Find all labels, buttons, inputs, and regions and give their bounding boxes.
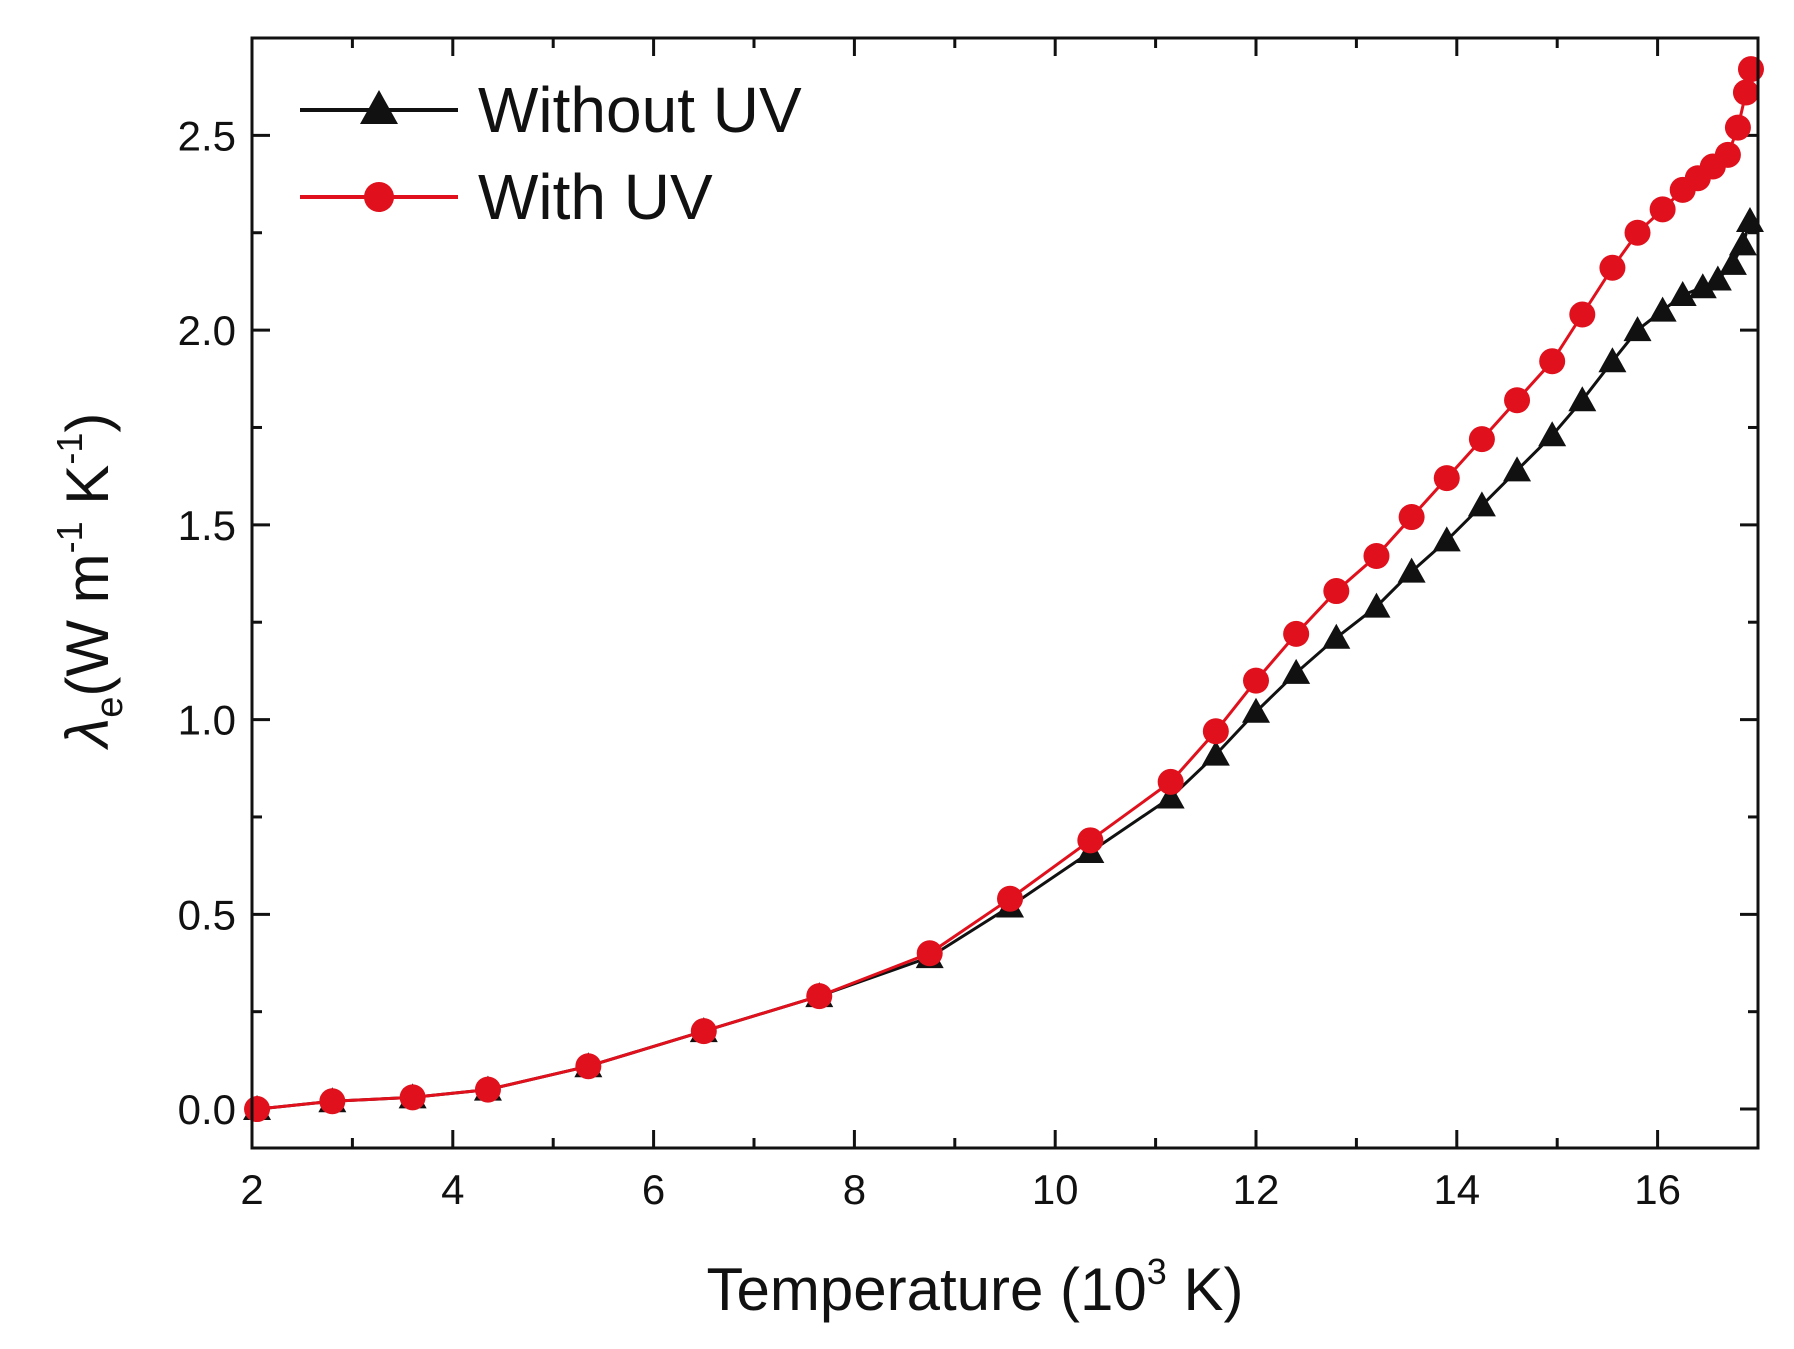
data-point-with-uv: [1468, 426, 1495, 453]
data-point-with-uv: [1398, 504, 1425, 531]
y-tick-label: 2.0: [178, 307, 236, 354]
data-point-with-uv: [1599, 254, 1626, 281]
y-axis-title-group: λe(W m-1 K-1): [49, 413, 131, 751]
data-point-without-uv: [1688, 273, 1717, 299]
data-point-without-uv: [1718, 249, 1747, 275]
data-point-without-uv: [1242, 697, 1270, 723]
legend-label-with-uv: With UV: [478, 161, 713, 233]
series-line-without-uv: [256, 220, 1752, 1111]
data-point-with-uv: [1202, 718, 1229, 745]
data-point-without-uv: [1503, 456, 1532, 482]
x-axis-title: Temperature (103 K): [707, 1251, 1244, 1323]
data-point-with-uv: [1363, 543, 1390, 569]
data-point-with-uv: [1539, 348, 1566, 375]
data-point-with-uv: [690, 1018, 717, 1045]
data-point-with-uv: [916, 940, 943, 967]
data-point-without-uv: [1568, 386, 1597, 412]
data-point-with-uv: [1732, 79, 1759, 106]
legend-triangle-marker-icon: [360, 90, 398, 124]
data-point-without-uv: [1397, 557, 1426, 583]
tick-layer: [250, 38, 1758, 1148]
x-tick-label: 4: [441, 1166, 464, 1213]
legend-item-without-uv: Without UV: [300, 74, 802, 146]
data-point-without-uv: [1538, 421, 1567, 447]
x-tick-label: 10: [1032, 1166, 1079, 1213]
y-axis-title: λe(W m-1 K-1): [49, 413, 131, 751]
data-point-with-uv: [399, 1084, 426, 1111]
data-point-without-uv: [1668, 281, 1697, 307]
data-point-with-uv: [319, 1088, 346, 1115]
data-point-with-uv: [1433, 465, 1460, 492]
data-point-with-uv: [997, 885, 1024, 912]
data-point-with-uv: [1077, 827, 1104, 854]
data-point-without-uv: [1735, 207, 1764, 233]
x-tick-label: 2: [240, 1166, 263, 1213]
data-point-without-uv: [1201, 740, 1230, 766]
y-tick-label: 1.0: [178, 697, 236, 744]
data-point-without-uv: [1728, 230, 1757, 256]
data-point-with-uv: [1569, 301, 1596, 328]
data-point-without-uv: [1467, 491, 1496, 517]
data-point-with-uv: [474, 1076, 501, 1103]
legend-label-without-uv: Without UV: [478, 74, 802, 146]
legend-item-with-uv: With UV: [300, 161, 713, 233]
data-point-with-uv: [1504, 387, 1531, 414]
data-point-with-uv: [1649, 196, 1676, 223]
data-point-without-uv: [1623, 316, 1652, 342]
legend: Without UV With UV: [300, 74, 802, 233]
plot-frame: [250, 36, 1760, 1150]
y-tick-label: 1.5: [178, 502, 236, 549]
series-layer: [243, 56, 1764, 1123]
data-point-without-uv: [1598, 347, 1627, 373]
x-tick-label: 8: [843, 1166, 866, 1213]
y-tick-label: 0.0: [178, 1086, 236, 1133]
data-point-with-uv: [575, 1053, 602, 1080]
x-tick-labels: 2 4 6 8 10 12 14 16: [240, 1166, 1681, 1213]
legend-circle-marker-icon: [364, 182, 394, 212]
data-point-with-uv: [1737, 56, 1764, 83]
y-tick-label: 0.5: [178, 891, 236, 938]
data-point-without-uv: [1282, 658, 1311, 684]
data-point-with-uv: [1157, 768, 1184, 795]
data-point-without-uv: [1362, 592, 1391, 618]
data-point-with-uv: [244, 1096, 271, 1123]
data-point-with-uv: [1283, 620, 1310, 647]
x-tick-label: 12: [1233, 1166, 1280, 1213]
y-tick-labels: 0.0 0.5 1.0 1.5 2.0 2.5: [178, 112, 236, 1133]
data-point-with-uv: [1323, 578, 1350, 605]
data-point-with-uv: [1714, 141, 1741, 168]
data-point-without-uv: [1703, 265, 1732, 291]
data-point-with-uv: [806, 983, 833, 1010]
data-point-with-uv: [1724, 114, 1751, 141]
data-point-with-uv: [1243, 667, 1269, 694]
x-tick-label: 16: [1634, 1166, 1681, 1213]
data-point-without-uv: [1432, 526, 1461, 552]
data-point-without-uv: [1156, 783, 1185, 809]
x-tick-label: 6: [642, 1166, 665, 1213]
y-tick-label: 2.5: [178, 112, 236, 159]
x-tick-label: 14: [1433, 1166, 1480, 1213]
data-point-without-uv: [1648, 296, 1677, 322]
data-point-with-uv: [1624, 219, 1651, 246]
data-point-without-uv: [1322, 623, 1351, 649]
